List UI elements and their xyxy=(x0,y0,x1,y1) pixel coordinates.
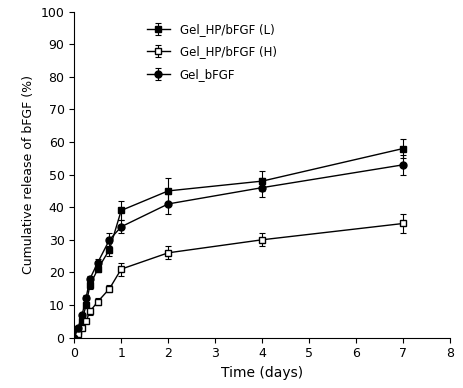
Legend: Gel_HP/bFGF (L), Gel_HP/bFGF (H), Gel_bFGF: Gel_HP/bFGF (L), Gel_HP/bFGF (H), Gel_bF… xyxy=(142,18,281,85)
X-axis label: Time (days): Time (days) xyxy=(221,366,302,380)
Y-axis label: Cumulative release of bFGF (%): Cumulative release of bFGF (%) xyxy=(22,75,35,274)
